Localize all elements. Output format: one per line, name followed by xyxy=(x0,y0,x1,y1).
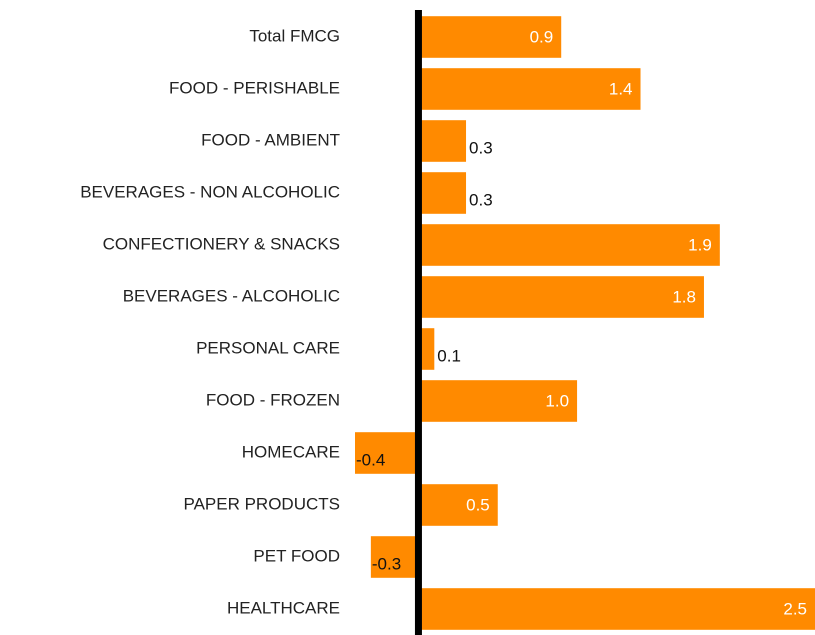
bar xyxy=(418,224,720,266)
value-label: 1.8 xyxy=(672,287,696,306)
value-label: 0.3 xyxy=(469,190,493,209)
bar xyxy=(418,172,467,214)
category-label: FOOD - PERISHABLE xyxy=(169,78,340,97)
category-label: HOMECARE xyxy=(242,442,340,461)
category-label: PAPER PRODUCTS xyxy=(184,494,341,513)
bar xyxy=(418,328,435,370)
category-label: FOOD - FROZEN xyxy=(206,390,340,409)
category-label: CONFECTIONERY & SNACKS xyxy=(103,234,340,253)
bar xyxy=(418,276,704,318)
bar xyxy=(418,484,498,526)
bar xyxy=(418,588,815,630)
value-label: 1.9 xyxy=(688,235,712,254)
value-label: 0.1 xyxy=(437,346,461,365)
category-label: PERSONAL CARE xyxy=(196,338,340,357)
value-label: 1.0 xyxy=(545,391,569,410)
category-label: BEVERAGES - ALCOHOLIC xyxy=(123,286,340,305)
value-label: 2.5 xyxy=(783,599,807,618)
category-label: FOOD - AMBIENT xyxy=(201,130,340,149)
value-label: -0.4 xyxy=(356,450,385,469)
category-label: BEVERAGES - NON ALCOHOLIC xyxy=(80,182,340,201)
bar xyxy=(418,380,578,422)
value-label: 0.3 xyxy=(469,138,493,157)
bar xyxy=(418,16,562,58)
category-label: HEALTHCARE xyxy=(227,598,340,617)
value-label: 0.5 xyxy=(466,495,490,514)
value-label: 0.9 xyxy=(530,27,554,46)
bar xyxy=(418,68,641,110)
value-label: 1.4 xyxy=(609,79,633,98)
category-label: Total FMCG xyxy=(249,26,340,45)
category-label: PET FOOD xyxy=(253,546,340,565)
value-label: -0.3 xyxy=(372,554,401,573)
bar xyxy=(355,432,419,474)
bar xyxy=(370,536,419,578)
bar xyxy=(418,120,467,162)
